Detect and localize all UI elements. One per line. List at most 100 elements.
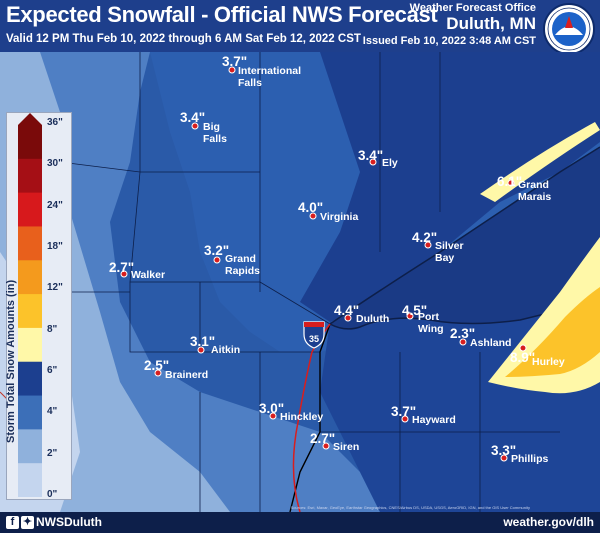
lake-superior — [330, 147, 600, 329]
snow-amount: 4.0" — [298, 200, 323, 215]
map-header: Expected Snowfall - Official NWS Forecas… — [0, 0, 600, 55]
city-label: Hurley — [532, 356, 565, 368]
snow-amount: 6.1" — [497, 174, 522, 189]
snow-amount: 2.3" — [450, 326, 475, 341]
city-marker-brainerd: 2.5"Brainerd — [144, 358, 208, 381]
snow-amount: 8.9" — [510, 350, 535, 365]
city-label: Ashland — [470, 337, 511, 349]
snow-amount: 4.5" — [402, 303, 427, 318]
snow-amount: 3.2" — [204, 243, 229, 258]
map-footer: f ✦ NWSDuluth weather.gov/dlh — [0, 512, 600, 533]
social-handle[interactable]: NWSDuluth — [36, 515, 102, 529]
city-label: Falls — [203, 133, 227, 145]
snow-amount: 3.1" — [190, 334, 215, 349]
snow-amount: 4.4" — [334, 303, 359, 318]
snowfall-band-8-12 — [505, 287, 600, 377]
city-label: Grand — [518, 179, 549, 191]
city-label: Wing — [418, 323, 444, 335]
office-label: Weather Forecast Office — [409, 2, 536, 14]
legend-color-bar — [18, 113, 42, 497]
legend-tick-label: 4" — [47, 406, 58, 418]
city-marker-virginia: 4.0"Virginia — [298, 200, 358, 223]
legend-title: Storm Total Snow Amounts (in) — [5, 279, 17, 443]
snow-amount: 2.7" — [310, 431, 335, 446]
issued-time: Issued Feb 10, 2022 3:48 AM CST — [362, 35, 536, 47]
city-marker-duluth: 4.4"Duluth — [334, 303, 389, 325]
legend-tick-label: 24" — [47, 199, 63, 211]
city-label: International — [238, 65, 301, 77]
snow-amount: 3.3" — [491, 443, 516, 458]
website-link[interactable]: weather.gov/dlh — [503, 515, 594, 529]
interstate-35-number: 35 — [309, 334, 319, 344]
city-label: Big — [203, 121, 220, 133]
map-credits: Sources: Esri, Maxar, GeoEye, Earthstar … — [290, 505, 530, 510]
legend-arrow — [18, 113, 42, 125]
city-dot — [507, 179, 515, 187]
city-layer: 3.7"InternationalFalls3.4"BigFalls3.4"El… — [109, 54, 565, 465]
office-location: Duluth, MN — [446, 14, 536, 33]
legend-swatch — [18, 361, 42, 397]
city-marker-hurley: 8.9"Hurley — [510, 344, 565, 368]
city-label: Virginia — [320, 211, 358, 223]
city-dot — [406, 312, 414, 320]
city-label: Marais — [518, 191, 551, 203]
snow-amount: 2.7" — [109, 260, 134, 275]
city-label: Grand — [225, 253, 256, 265]
city-dot — [369, 158, 377, 166]
social-links: f ✦ NWSDuluth — [6, 515, 102, 529]
snow-amount: 3.7" — [222, 54, 247, 69]
city-dot — [154, 369, 162, 377]
city-marker-siren: 2.7"Siren — [310, 431, 359, 453]
city-label: Hayward — [412, 414, 456, 426]
legend-swatch — [18, 125, 42, 160]
city-dot — [500, 454, 508, 462]
map-title: Expected Snowfall - Official NWS Forecas… — [6, 2, 438, 27]
city-label: Hinckley — [280, 411, 323, 423]
city-marker-phillips: 3.3"Phillips — [491, 443, 549, 465]
snowfall-band-4-6 — [300, 52, 600, 322]
city-dot — [309, 212, 317, 220]
legend-swatch — [18, 192, 42, 227]
twitter-icon[interactable]: ✦ — [21, 515, 34, 529]
legend-tick-label: 2" — [47, 447, 58, 459]
snowfall-legend: Storm Total Snow Amounts (in) 36" 30" 24" 1… — [5, 112, 72, 500]
city-marker-aitkin: 3.1"Aitkin — [190, 334, 240, 356]
legend-tick-label: 36" — [47, 117, 63, 128]
city-dot — [120, 270, 128, 278]
city-dot — [197, 346, 205, 354]
city-label: Phillips — [511, 453, 549, 465]
city-dot — [228, 66, 236, 74]
snowfall-map: 35 3.7"InternationalFalls3.4"BigFalls3.4… — [0, 52, 600, 512]
city-marker-walker: 2.7"Walker — [109, 260, 165, 281]
legend-swatch — [18, 294, 42, 329]
city-label: Duluth — [356, 313, 389, 325]
city-label: Port — [418, 311, 440, 323]
city-dot — [424, 241, 432, 249]
city-label: Silver — [435, 240, 464, 252]
city-dot — [191, 122, 199, 130]
county-lines — [59, 52, 560, 512]
legend-swatch — [18, 226, 42, 261]
legend-tick-label: 6" — [47, 365, 58, 376]
city-dot — [519, 344, 527, 352]
snow-amount: 3.0" — [259, 401, 284, 416]
city-label: Aitkin — [211, 344, 240, 356]
city-marker-ely: 3.4"Ely — [358, 148, 398, 169]
city-dot — [459, 338, 467, 346]
nws-logo-icon — [543, 3, 595, 55]
city-label: Brainerd — [165, 369, 208, 381]
snow-amount: 3.7" — [391, 404, 416, 419]
facebook-icon[interactable]: f — [6, 515, 19, 529]
legend-swatch — [18, 260, 42, 295]
city-dot — [213, 256, 221, 264]
snow-amount: 2.5" — [144, 358, 169, 373]
valid-period: Valid 12 PM Thu Feb 10, 2022 through 6 A… — [6, 33, 361, 45]
city-dot — [401, 415, 409, 423]
snow-amount: 3.4" — [180, 110, 205, 125]
city-label: Bay — [435, 252, 454, 264]
city-marker-hinckley: 3.0"Hinckley — [259, 401, 323, 423]
city-marker-hayward: 3.7"Hayward — [391, 404, 456, 426]
